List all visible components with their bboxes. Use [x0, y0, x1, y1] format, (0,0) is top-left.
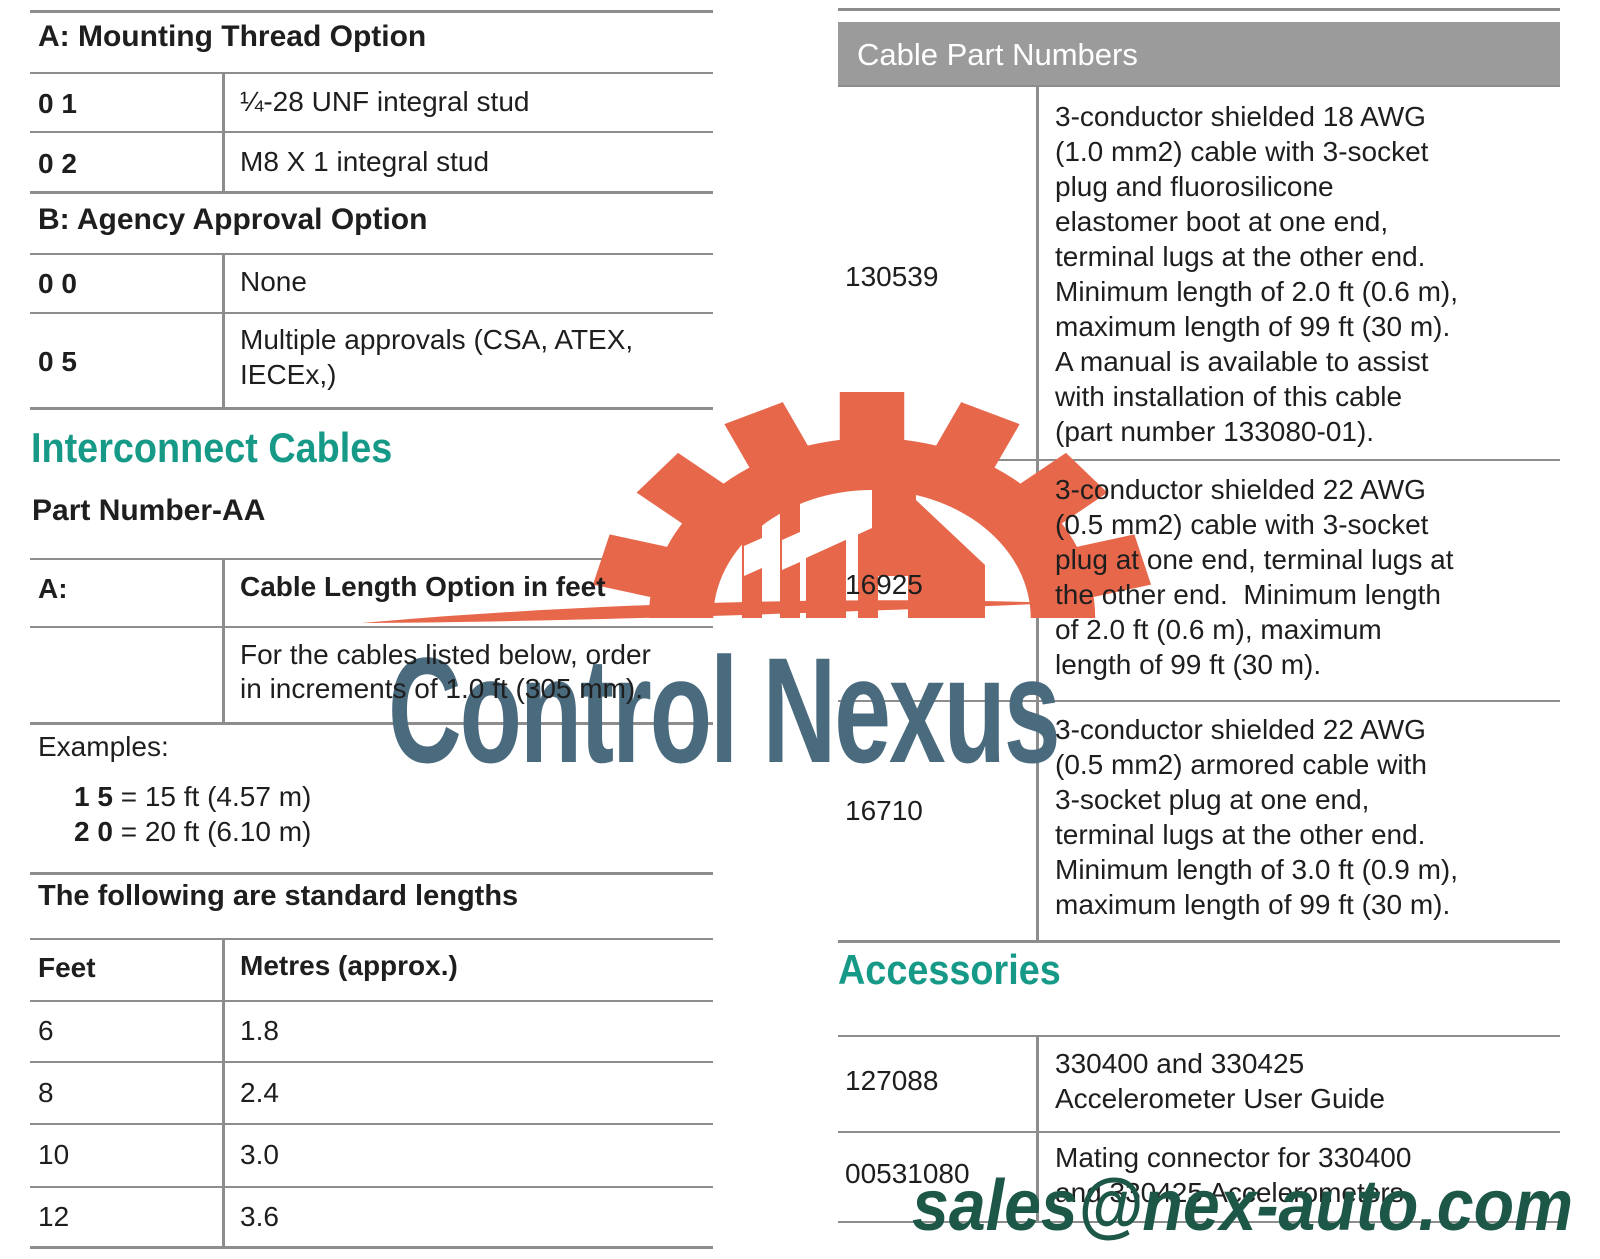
- table-rule: [30, 1186, 713, 1188]
- watermark-email-text: sales@nex-auto.com: [912, 1166, 1573, 1246]
- cable-part-numbers-bar: [838, 22, 1560, 85]
- table-a-code: 0 1: [38, 88, 77, 119]
- table-rule: [30, 407, 713, 410]
- cable-part-number: 16710: [845, 795, 923, 826]
- table-rule: [30, 72, 713, 74]
- standard-lengths-title: The following are standard lengths: [38, 880, 519, 912]
- table-a-desc: M8 X 1 integral stud: [240, 146, 490, 177]
- table-rule: [838, 940, 1560, 943]
- section-b-title: B: Agency Approval Option: [38, 203, 428, 236]
- example-value: = 15 ft (4.57 m): [112, 781, 312, 812]
- example-line: 1 5 = 15 ft (4.57 m): [74, 779, 311, 814]
- lengths-cell-metres: 1.8: [240, 1015, 279, 1046]
- table-rule: [30, 191, 713, 194]
- table-rule: [30, 312, 713, 314]
- accessories-table-divider: [1036, 1035, 1039, 1222]
- table-rule: [838, 1221, 1560, 1223]
- table-b-desc: None: [240, 266, 307, 297]
- examples-label: Examples:: [38, 731, 169, 762]
- table-rule: [30, 1000, 713, 1002]
- table-b-desc: Multiple approvals (CSA, ATEX, IECEx,): [240, 324, 634, 390]
- table-b-code: 0 5: [38, 346, 77, 377]
- accessory-part-number: 127088: [845, 1065, 939, 1096]
- table-rule: [30, 253, 713, 255]
- table-rule: [30, 1123, 713, 1125]
- logo-swoosh: [362, 600, 1058, 623]
- lengths-cell-metres: 2.4: [240, 1077, 279, 1108]
- cable-description: 3-conductor shielded 22 AWG (0.5 mm2) ca…: [1055, 474, 1454, 680]
- lengths-cell-feet: 6: [38, 1015, 54, 1046]
- table-rule: [838, 700, 1560, 702]
- example-code: 1 5: [74, 781, 113, 812]
- lengths-cell-feet: 10: [38, 1139, 70, 1170]
- left-top-rule: [30, 10, 713, 13]
- table-rule: [30, 1061, 713, 1063]
- table-a-code: 0 2: [38, 148, 77, 179]
- table-rule: [30, 872, 713, 875]
- table-rule: [30, 938, 713, 940]
- example-code: 2 0: [74, 816, 113, 847]
- accessory-description: 330400 and 330425 Accelerometer User Gui…: [1055, 1048, 1385, 1114]
- table-a-desc: ¼-28 UNF integral stud: [240, 86, 530, 117]
- table-rule: [30, 722, 713, 725]
- section-a-title: A: Mounting Thread Option: [38, 20, 427, 53]
- table-rule: [30, 626, 713, 628]
- lengths-cell-metres: 3.6: [240, 1201, 279, 1232]
- table-rule: [838, 85, 1560, 87]
- lengths-cell-feet: 12: [38, 1201, 70, 1232]
- table-b-code: 0 0: [38, 268, 77, 299]
- accessory-description: Mating connector for 330400 and 330425 A…: [1055, 1142, 1412, 1208]
- lengths-cell-metres: 3.0: [240, 1139, 279, 1170]
- control-nexus-logo: [362, 392, 1152, 623]
- length-table-note: For the cables listed below, order in in…: [240, 639, 651, 704]
- lengths-header-feet: Feet: [38, 952, 96, 983]
- length-table-code: A:: [38, 573, 68, 604]
- table-rule: [838, 1035, 1560, 1037]
- right-top-rule: [838, 8, 1560, 11]
- lengths-cell-feet: 8: [38, 1077, 54, 1108]
- table-b-divider: [222, 253, 225, 408]
- cable-part-numbers-label: Cable Part Numbers: [857, 37, 1138, 72]
- part-number-label: Part Number-AA: [32, 494, 266, 527]
- factory-icon: [742, 466, 985, 618]
- example-line: 2 0 = 20 ft (6.10 m): [74, 814, 311, 849]
- watermark-brand-text: Control Nexus: [388, 626, 1061, 794]
- cable-part-number: 130539: [845, 261, 939, 292]
- example-value: = 20 ft (6.10 m): [112, 816, 312, 847]
- cable-part-number: 16925: [845, 569, 923, 600]
- lengths-table-divider: [222, 938, 225, 1247]
- length-table-divider: [222, 558, 225, 723]
- cable-description: 3-conductor shielded 22 AWG (0.5 mm2) ar…: [1055, 714, 1459, 920]
- length-table-header: Cable Length Option in feet: [240, 571, 606, 602]
- accessories-heading: Accessories: [838, 946, 1061, 993]
- interconnect-cables-heading: Interconnect Cables: [31, 424, 393, 471]
- lengths-header-metres: Metres (approx.): [240, 950, 458, 981]
- table-rule: [30, 131, 713, 133]
- accessory-part-number: 00531080: [845, 1158, 970, 1189]
- cable-description: 3-conductor shielded 18 AWG (1.0 mm2) ca…: [1055, 101, 1459, 447]
- table-rule: [838, 459, 1560, 461]
- table-rule: [30, 558, 713, 560]
- table-rule: [838, 1131, 1560, 1133]
- table-rule: [30, 1246, 713, 1249]
